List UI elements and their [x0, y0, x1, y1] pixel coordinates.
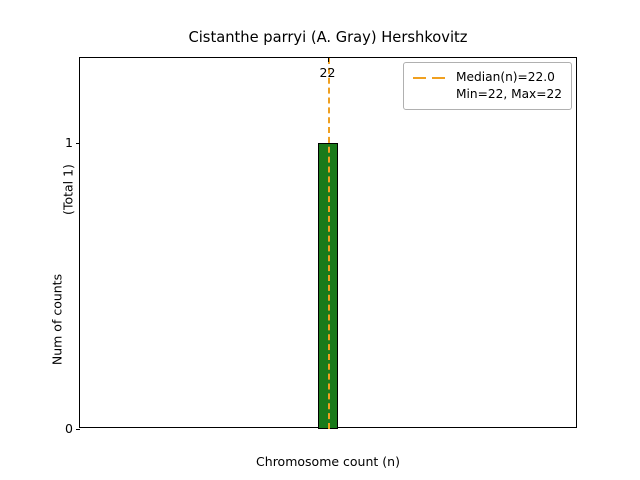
y-axis-label: Num of counts — [49, 273, 65, 366]
chart-title: Cistanthe parryi (A. Gray) Hershkovitz — [0, 29, 640, 47]
plot-area: 0 1 22 Median(n)=22.0 Min=22, Max=22 — [65, 57, 577, 434]
legend-entry-text: Median(n)=22.0 Min=22, Max=22 — [456, 69, 562, 103]
ytick-mark-0 — [76, 429, 80, 430]
legend: Median(n)=22.0 Min=22, Max=22 — [402, 62, 572, 110]
ytick-mark-1 — [76, 142, 80, 144]
legend-minmax-label: Min=22, Max=22 — [455, 87, 562, 101]
legend-entry-median: Median(n)=22.0 Min=22, Max=22 — [412, 69, 562, 103]
x-axis-label: Chromosome count (n) — [256, 454, 400, 469]
ytick-label-1: 1 — [65, 134, 73, 150]
median-line — [327, 58, 330, 429]
xtick-label-22: 22 — [319, 65, 336, 80]
chart-title-text: Cistanthe parryi (A. Gray) Hershkovitz — [188, 29, 468, 46]
dashed-line-icon — [412, 69, 448, 86]
xtick-mark-22 — [327, 58, 329, 62]
y-axis-label-total: (Total 1) — [60, 164, 76, 215]
legend-median-label: Median(n)=22.0 — [455, 70, 555, 84]
ytick-label-0: 0 — [65, 420, 73, 436]
